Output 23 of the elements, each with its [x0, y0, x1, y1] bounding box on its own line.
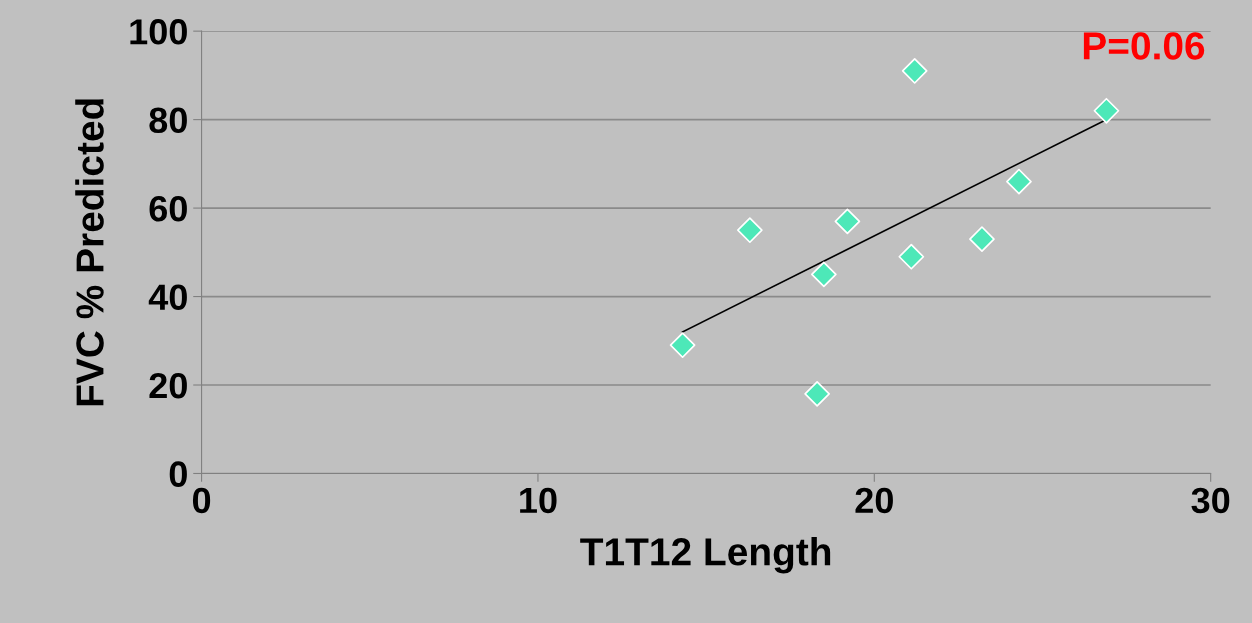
point — [810, 261, 837, 288]
y-tick-label: 0 — [169, 461, 187, 487]
point — [804, 380, 830, 407]
y-tick-label: 40 — [148, 284, 187, 310]
y-tick-label: 80 — [149, 107, 187, 134]
y-tick-label: 100 — [130, 19, 187, 45]
point — [736, 217, 763, 244]
x-tick-label: 10 — [520, 487, 557, 514]
y-tick-label: 20 — [149, 372, 187, 399]
x-tick-label: 0 — [192, 487, 211, 514]
point — [669, 332, 696, 359]
x-tick-label: 20 — [855, 487, 893, 514]
annotation: P=0.06 — [1083, 32, 1205, 60]
point — [1093, 97, 1120, 124]
x-tick-label: 30 — [1191, 487, 1230, 514]
x-axis-title: T1T12 Length — [580, 537, 831, 574]
point — [1006, 168, 1032, 195]
y-tick-label: 60 — [149, 195, 187, 222]
point — [898, 243, 925, 270]
point — [901, 58, 928, 84]
y-axis-title: FVC % Predicted — [75, 99, 104, 406]
point — [834, 208, 861, 235]
point — [969, 226, 995, 252]
